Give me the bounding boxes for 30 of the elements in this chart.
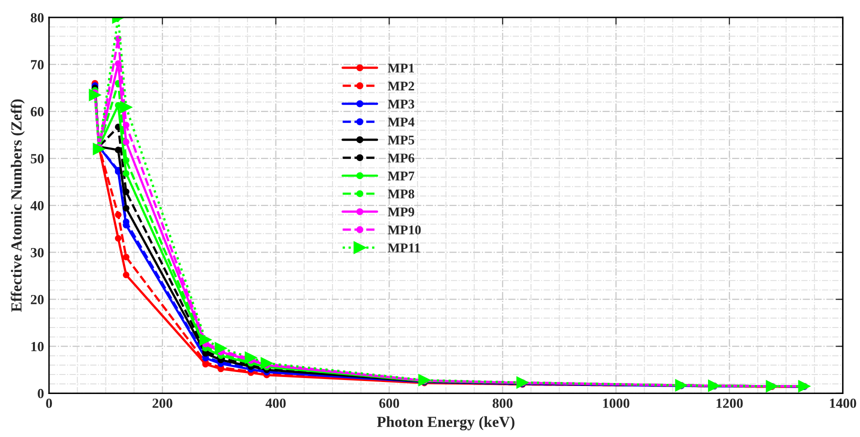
- legend-label: MP3: [388, 100, 414, 109]
- x-tick-label: 1000: [603, 398, 630, 408]
- x-axis-title: Photon Energy (keV): [377, 416, 514, 430]
- x-tick-label: 1200: [716, 398, 743, 408]
- y-tick-label: 50: [30, 154, 44, 164]
- legend-label: MP5: [388, 136, 414, 144]
- y-tick-label: 20: [30, 294, 44, 304]
- y-tick-label: 40: [30, 200, 44, 210]
- y-tick-label: 80: [30, 13, 44, 22]
- legend-label: MP2: [388, 82, 414, 90]
- x-tick-label: 800: [492, 398, 512, 408]
- y-tick-label: 0: [38, 388, 44, 398]
- x-tick-label: 400: [266, 398, 286, 408]
- legend-label: MP11: [388, 244, 420, 252]
- x-tick-label: 0: [46, 398, 52, 408]
- legend-label: MP1: [388, 64, 414, 72]
- x-tick-label: 600: [379, 398, 400, 408]
- legend-label: MP8: [388, 190, 414, 198]
- y-tick-label: 30: [30, 248, 44, 258]
- y-tick-label: 60: [30, 107, 44, 116]
- legend-label: MP6: [388, 154, 414, 162]
- x-tick-label: 200: [152, 398, 172, 408]
- legend-label: MP4: [388, 118, 414, 126]
- legend-label: MP9: [388, 208, 414, 216]
- legend-label: MP10: [388, 225, 421, 234]
- y-tick-label: 10: [31, 342, 44, 352]
- legend-label: MP7: [388, 172, 414, 180]
- y-tick-label: 70: [31, 60, 44, 70]
- y-axis-title: Effective Atomic Numbers (Zeff): [10, 99, 25, 312]
- x-tick-label: 1400: [830, 398, 856, 408]
